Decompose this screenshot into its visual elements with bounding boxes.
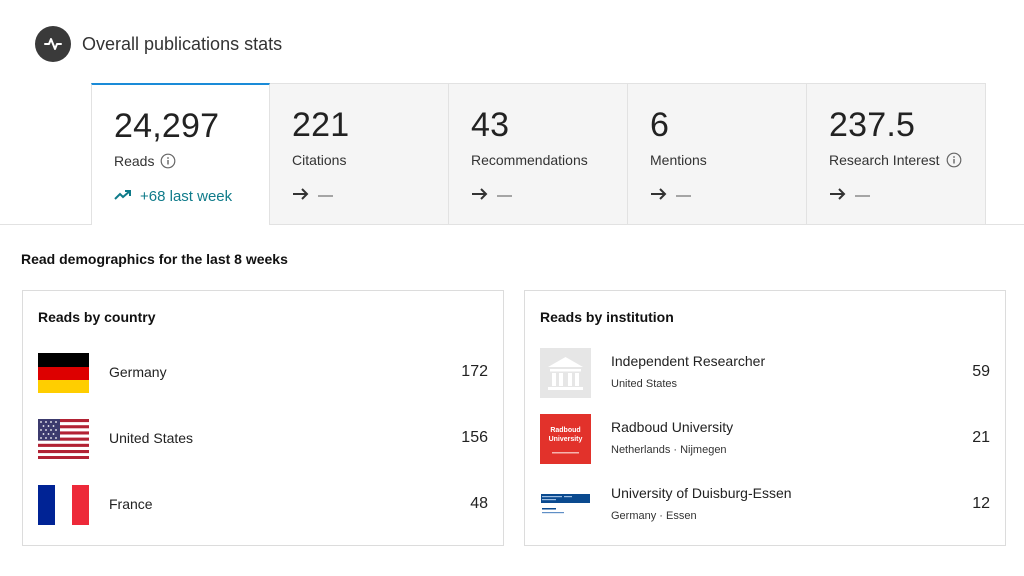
france-flag-icon <box>38 480 89 530</box>
stat-trend: — <box>292 187 333 204</box>
institution-name: Radboud University <box>611 419 734 435</box>
activity-pulse-icon <box>35 26 71 62</box>
stat-tile-mentions[interactable]: 6 Mentions — <box>628 83 807 225</box>
stat-label-text: Citations <box>292 152 347 168</box>
stat-value: 43 <box>471 106 510 144</box>
card-title: Reads by institution <box>540 309 674 325</box>
info-icon[interactable] <box>946 152 962 168</box>
stat-label: Mentions <box>650 152 707 168</box>
institution-name: Independent Researcher <box>611 353 766 369</box>
institution-location: Germany · Essen <box>611 510 697 522</box>
institution-building-icon <box>540 348 591 398</box>
stat-tile-reads[interactable]: 24,297 Reads +68 last week <box>91 83 270 225</box>
trend-text: — <box>318 187 333 204</box>
trending-up-icon <box>114 188 132 205</box>
list-item[interactable]: Germany 172 <box>38 348 488 398</box>
read-count: 48 <box>470 495 488 512</box>
stat-trend: +68 last week <box>114 188 232 205</box>
arrow-right-icon <box>471 187 489 204</box>
stat-label: Reads <box>114 153 176 169</box>
stat-label: Research Interest <box>829 152 962 168</box>
stat-label-text: Research Interest <box>829 152 940 168</box>
stat-tile-recommendations[interactable]: 43 Recommendations — <box>449 83 628 225</box>
arrow-right-icon <box>829 187 847 204</box>
list-item[interactable]: University of Duisburg-Essen Germany · E… <box>540 480 990 530</box>
germany-flag-icon <box>38 348 89 398</box>
stat-label: Citations <box>292 152 346 168</box>
card-title: Reads by country <box>38 309 156 325</box>
stat-trend: — <box>650 187 691 204</box>
stat-trend: — <box>829 187 870 204</box>
institution-location: Netherlands · Nijmegen <box>611 444 727 456</box>
read-count: 156 <box>461 429 488 446</box>
radboud-logo: Radboud University <box>540 414 591 464</box>
duisburg-essen-logo <box>540 480 591 530</box>
trend-text: — <box>855 187 870 204</box>
reads-by-institution-card: Reads by institution Independent Researc… <box>524 290 1006 546</box>
list-item[interactable]: United States 156 <box>38 414 488 464</box>
read-count: 21 <box>972 429 990 446</box>
page-title: Overall publications stats <box>82 33 283 54</box>
stat-value: 6 <box>650 106 670 144</box>
country-name: Germany <box>109 364 167 380</box>
reads-by-country-card: Reads by country Germany 172 <box>22 290 504 546</box>
stat-label: Recommendations <box>471 152 588 168</box>
logo-text-2: University <box>549 436 583 443</box>
list-item[interactable]: Radboud University Radboud University Ne… <box>540 414 990 464</box>
institution-name: University of Duisburg-Essen <box>611 485 792 501</box>
trend-text: — <box>676 187 691 204</box>
trend-text: +68 last week <box>140 188 233 205</box>
list-item[interactable]: France 48 <box>38 480 488 530</box>
demographics-title: Read demographics for the last 8 weeks <box>21 251 288 267</box>
stat-trend: — <box>471 187 512 204</box>
read-count: 59 <box>972 363 990 380</box>
info-icon[interactable] <box>160 153 176 169</box>
institution-location: United States <box>611 378 678 390</box>
stats-row: 24,297 Reads +68 last week 221 Citations… <box>91 83 986 225</box>
page-header: Overall publications stats <box>35 26 282 62</box>
logo-text-1: Radboud <box>550 427 580 434</box>
stat-value: 24,297 <box>114 107 220 145</box>
stat-label-text: Reads <box>114 153 155 169</box>
stat-value: 221 <box>292 106 350 144</box>
country-name: United States <box>109 430 194 446</box>
arrow-right-icon <box>292 187 310 204</box>
stat-tile-citations[interactable]: 221 Citations — <box>270 83 449 225</box>
stat-tile-research-interest[interactable]: 237.5 Research Interest — <box>807 83 986 225</box>
usa-flag-icon <box>38 414 89 464</box>
country-name: France <box>109 496 153 512</box>
list-item[interactable]: Independent Researcher United States 59 <box>540 348 990 398</box>
stat-label-text: Mentions <box>650 152 707 168</box>
trend-text: — <box>497 187 512 204</box>
arrow-right-icon <box>650 187 668 204</box>
read-count: 12 <box>972 495 990 512</box>
stat-value: 237.5 <box>829 106 916 144</box>
stat-label-text: Recommendations <box>471 152 588 168</box>
read-count: 172 <box>461 363 488 380</box>
